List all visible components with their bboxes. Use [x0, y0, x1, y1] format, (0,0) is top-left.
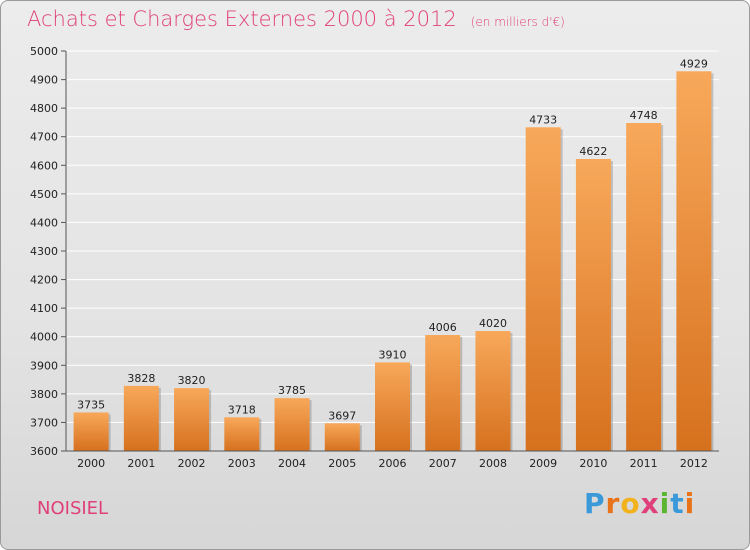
x-tick-label: 2008: [479, 457, 507, 470]
x-tick-label: 2003: [228, 457, 256, 470]
y-axis: 3600 3700 3800 3900 4000 4100 4200 4300 4400 4500…: [30, 45, 67, 458]
bar-2012: [676, 71, 712, 452]
logo-letter: i: [659, 487, 671, 520]
bar-2009: [525, 127, 561, 452]
bar-2001: [123, 385, 159, 451]
y-tick-label: 4900: [30, 74, 58, 87]
data-label: 3785: [278, 384, 306, 397]
y-tick-label: 5000: [30, 45, 58, 58]
y-tick-label: 4500: [30, 188, 58, 201]
chart-title: Achats et Charges Externes 2000 à 2012 (e…: [27, 7, 565, 31]
bar-2006: [375, 362, 410, 451]
x-tick-label: 2002: [178, 457, 206, 470]
x-tick-label: 2005: [328, 457, 356, 470]
data-label: 4622: [579, 145, 607, 158]
y-tick-label: 4200: [30, 274, 58, 287]
x-tick-label: 2009: [529, 457, 557, 470]
data-label: 4006: [429, 321, 457, 334]
bar-2005: [324, 423, 360, 451]
bar-2010: [575, 159, 611, 451]
x-tick-label: 2004: [278, 457, 306, 470]
logo-letter: x: [640, 487, 660, 520]
y-tick-label: 4700: [30, 131, 58, 144]
x-tick-label: 2011: [630, 457, 658, 470]
logo-letter: o: [620, 487, 641, 520]
logo-letter: i: [684, 487, 696, 520]
bar-2004: [274, 398, 310, 451]
bar-2003: [224, 417, 260, 451]
bars: 3735 3828 3820 3718 3785 3697 3910 4006 4020 4733…: [73, 57, 714, 452]
data-label: 4733: [529, 113, 557, 126]
x-tick-label: 2000: [77, 457, 105, 470]
x-tick-label: 2007: [429, 457, 457, 470]
x-tick-label: 2006: [379, 457, 407, 470]
y-tick-label: 4600: [30, 159, 58, 172]
data-label: 3697: [328, 409, 356, 422]
city-name: NOISIEL: [37, 498, 109, 519]
x-tick-label: 2012: [680, 457, 708, 470]
data-label: 3718: [228, 403, 256, 416]
bar-2007: [425, 335, 461, 451]
x-tick-label: 2001: [127, 457, 155, 470]
data-label: 3910: [379, 348, 407, 361]
data-label: 4929: [680, 57, 708, 70]
y-tick-label: 4800: [30, 102, 58, 115]
logo-letter: t: [670, 487, 685, 520]
bar-2000: [73, 412, 109, 451]
bar-2002: [174, 388, 210, 451]
y-tick-label: 4100: [30, 302, 58, 315]
chart-title-text: Achats et Charges Externes 2000 à 2012: [27, 7, 457, 31]
y-tick-label: 3800: [30, 388, 58, 401]
logo-letter: r: [605, 487, 621, 520]
proxiti-logo: Proxiti: [584, 487, 695, 520]
y-tick-label: 4400: [30, 216, 58, 229]
y-tick-label: 3700: [30, 416, 58, 429]
x-tick-label: 2010: [579, 457, 607, 470]
data-label: 3828: [127, 372, 155, 385]
data-label: 4020: [479, 317, 507, 330]
data-label: 3735: [77, 398, 105, 411]
data-label: 3820: [178, 374, 206, 387]
y-tick-label: 4300: [30, 245, 58, 258]
chart-subtitle: (en milliers d'€): [470, 15, 565, 29]
y-tick-label: 3600: [30, 445, 58, 458]
bar-2008: [475, 331, 511, 451]
y-tick-label: 3900: [30, 359, 58, 372]
bar-2011: [626, 123, 662, 451]
x-axis: 2000 2001 2002 2003 2004 2005 2006 2007 2008 2009…: [66, 450, 719, 470]
data-label: 4748: [630, 109, 658, 122]
y-tick-label: 4000: [30, 331, 58, 344]
logo-letter: P: [584, 487, 606, 520]
